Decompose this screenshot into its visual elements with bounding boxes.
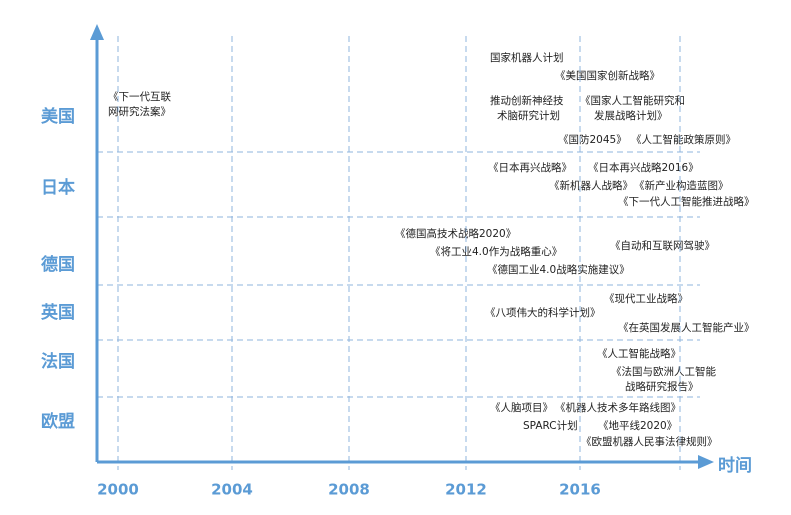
policy-item: 《德国工业4.0战略实施建议》 (487, 263, 630, 276)
x-arrow (698, 455, 714, 469)
axis-label: 时间 (718, 455, 752, 476)
policy-item: 《美国国家创新战略》 (555, 69, 660, 82)
policy-item: 《人工智能政策原则》 (631, 133, 736, 146)
policy-item: 《在英国发展人工智能产业》 (618, 321, 755, 334)
policy-item: 网研究法案》 (108, 105, 171, 118)
policy-item: 《新机器人战略》 (549, 179, 633, 192)
policy-item: 《人脑项目》 (490, 401, 553, 414)
year-label: 2008 (328, 481, 370, 499)
policy-item: 《国家人工智能研究和 (580, 94, 685, 107)
policy-item: 发展战略计划》 (594, 109, 668, 122)
policy-item: 术脑研究计划 (497, 109, 560, 122)
row-label: 英国 (41, 302, 75, 323)
policy-item: 《下一代人工智能推进战略》 (618, 195, 755, 208)
policy-item: 《日本再兴战略2016》 (588, 161, 699, 174)
policy-item: 《日本再兴战略》 (488, 161, 572, 174)
year-label: 2016 (559, 481, 601, 499)
row-label: 美国 (41, 106, 75, 127)
policy-item: 《机器人技术多年路线图》 (555, 401, 681, 414)
row-label: 日本 (41, 177, 75, 198)
year-label: 2000 (97, 481, 139, 499)
year-label: 2012 (445, 481, 487, 499)
y-arrow (90, 24, 104, 40)
policy-item: 《将工业4.0作为战略重心》 (430, 245, 562, 258)
row-label: 欧盟 (41, 411, 75, 432)
policy-item: 国家机器人计划 (490, 51, 564, 64)
policy-item: 《新产业构造蓝图》 (634, 179, 729, 192)
policy-item: 《国防2045》 (558, 133, 627, 146)
row-label: 德国 (41, 254, 75, 275)
policy-item: 《法国与欧洲人工智能 (611, 365, 716, 378)
policy-item: 《德国高技术战略2020》 (395, 227, 516, 240)
policy-item: SPARC计划 (523, 419, 578, 432)
policy-item: 《人工智能战略》 (597, 347, 681, 360)
policy-item: 《地平线2020》 (598, 419, 677, 432)
row-label: 法国 (41, 351, 75, 372)
policy-item: 《八项伟大的科学计划》 (485, 306, 601, 319)
policy-item: 《欧盟机器人民事法律规则》 (581, 435, 718, 448)
policy-item: 战略研究报告》 (625, 380, 699, 393)
policy-item: 推动创新神经技 (490, 94, 564, 107)
year-label: 2004 (211, 481, 253, 499)
policy-item: 《下一代互联 (108, 91, 171, 103)
policy-item: 《自动和互联网驾驶》 (610, 239, 715, 252)
policy-item: 《现代工业战略》 (604, 292, 688, 305)
